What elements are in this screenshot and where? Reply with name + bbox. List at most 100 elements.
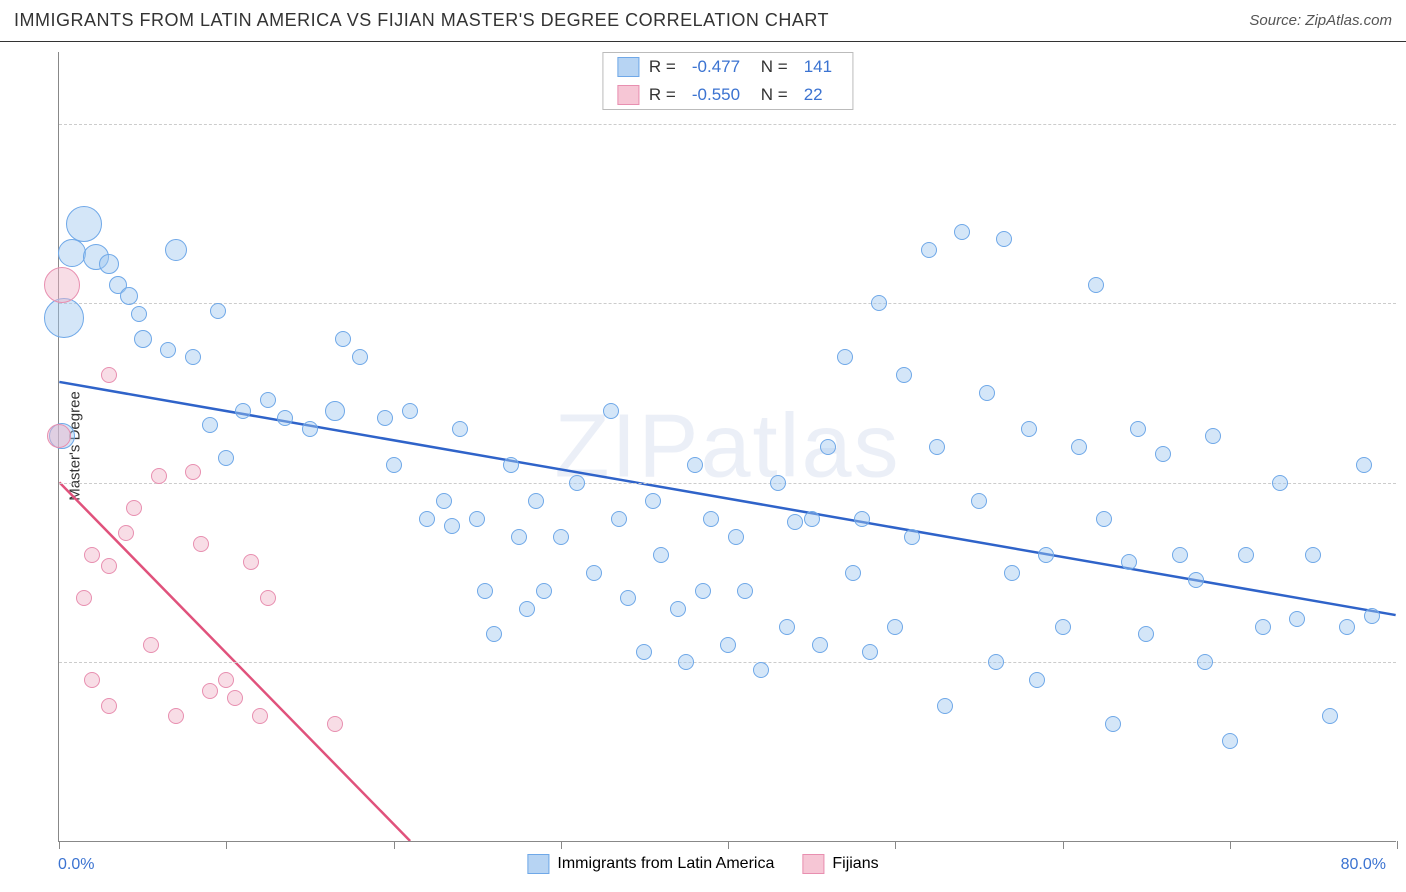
- data-point-latin_america: [503, 457, 519, 473]
- data-point-latin_america: [1272, 475, 1288, 491]
- data-point-latin_america: [486, 626, 502, 642]
- data-point-latin_america: [971, 493, 987, 509]
- data-point-latin_america: [887, 619, 903, 635]
- legend-swatch: [802, 854, 824, 874]
- data-point-latin_america: [1071, 439, 1087, 455]
- data-point-latin_america: [988, 654, 1004, 670]
- data-point-latin_america: [120, 287, 138, 305]
- x-tick: [895, 841, 896, 849]
- data-point-latin_america: [569, 475, 585, 491]
- data-point-latin_america: [553, 529, 569, 545]
- data-point-latin_america: [377, 410, 393, 426]
- data-point-latin_america: [436, 493, 452, 509]
- x-tick: [59, 841, 60, 849]
- data-point-latin_america: [131, 306, 147, 322]
- gridline-horizontal: [59, 662, 1396, 663]
- data-point-latin_america: [929, 439, 945, 455]
- data-point-latin_america: [854, 511, 870, 527]
- data-point-latin_america: [218, 450, 234, 466]
- data-point-latin_america: [1197, 654, 1213, 670]
- data-point-latin_america: [1188, 572, 1204, 588]
- data-point-latin_america: [66, 206, 102, 242]
- data-point-fijians: [101, 698, 117, 714]
- data-point-fijians: [243, 554, 259, 570]
- data-point-latin_america: [921, 242, 937, 258]
- data-point-latin_america: [620, 590, 636, 606]
- data-point-latin_america: [260, 392, 276, 408]
- data-point-fijians: [168, 708, 184, 724]
- r-value: -0.550: [692, 85, 740, 105]
- data-point-latin_america: [720, 637, 736, 653]
- gridline-horizontal: [59, 483, 1396, 484]
- data-point-latin_america: [1038, 547, 1054, 563]
- data-point-latin_america: [954, 224, 970, 240]
- data-point-fijians: [260, 590, 276, 606]
- data-point-fijians: [218, 672, 234, 688]
- data-point-latin_america: [444, 518, 460, 534]
- data-point-latin_america: [1105, 716, 1121, 732]
- data-point-fijians: [101, 558, 117, 574]
- x-tick: [728, 841, 729, 849]
- correlation-chart: IMMIGRANTS FROM LATIN AMERICA VS FIJIAN …: [0, 0, 1406, 892]
- data-point-latin_america: [386, 457, 402, 473]
- data-point-latin_america: [185, 349, 201, 365]
- data-point-latin_america: [1289, 611, 1305, 627]
- data-point-latin_america: [837, 349, 853, 365]
- data-point-latin_america: [737, 583, 753, 599]
- data-point-latin_america: [99, 254, 119, 274]
- data-point-latin_america: [1255, 619, 1271, 635]
- data-point-latin_america: [210, 303, 226, 319]
- data-point-latin_america: [1021, 421, 1037, 437]
- legend-series-item: Fijians: [802, 854, 878, 874]
- data-point-latin_america: [1138, 626, 1154, 642]
- legend-series-label: Fijians: [832, 855, 878, 873]
- data-point-latin_america: [770, 475, 786, 491]
- data-point-latin_america: [695, 583, 711, 599]
- data-point-latin_america: [1356, 457, 1372, 473]
- data-point-latin_america: [511, 529, 527, 545]
- data-point-latin_america: [452, 421, 468, 437]
- data-point-latin_america: [937, 698, 953, 714]
- data-point-latin_america: [402, 403, 418, 419]
- data-point-latin_america: [1130, 421, 1146, 437]
- data-point-latin_america: [603, 403, 619, 419]
- data-point-latin_america: [1364, 608, 1380, 624]
- data-point-latin_america: [896, 367, 912, 383]
- data-point-latin_america: [134, 330, 152, 348]
- data-point-latin_america: [160, 342, 176, 358]
- legend-swatch: [617, 57, 639, 77]
- data-point-latin_america: [1172, 547, 1188, 563]
- data-point-latin_america: [820, 439, 836, 455]
- data-point-latin_america: [469, 511, 485, 527]
- data-point-latin_america: [419, 511, 435, 527]
- data-point-latin_america: [335, 331, 351, 347]
- data-point-fijians: [84, 547, 100, 563]
- data-point-fijians: [327, 716, 343, 732]
- legend-swatch: [617, 85, 639, 105]
- legend-series-item: Immigrants from Latin America: [527, 854, 774, 874]
- x-tick: [226, 841, 227, 849]
- data-point-latin_america: [979, 385, 995, 401]
- data-point-fijians: [202, 683, 218, 699]
- n-label: N =: [756, 57, 788, 77]
- correlation-legend: R =-0.477 N =141R =-0.550 N =22: [602, 52, 853, 110]
- data-point-latin_america: [1121, 554, 1137, 570]
- data-point-latin_america: [44, 298, 84, 338]
- data-point-latin_america: [687, 457, 703, 473]
- data-point-fijians: [84, 672, 100, 688]
- x-tick: [1397, 841, 1398, 849]
- data-point-latin_america: [804, 511, 820, 527]
- data-point-latin_america: [277, 410, 293, 426]
- data-point-latin_america: [477, 583, 493, 599]
- x-axis-min-label: 0.0%: [58, 856, 94, 874]
- data-point-latin_america: [1322, 708, 1338, 724]
- data-point-fijians: [101, 367, 117, 383]
- data-point-latin_america: [536, 583, 552, 599]
- data-point-fijians: [252, 708, 268, 724]
- data-point-latin_america: [302, 421, 318, 437]
- x-tick: [1230, 841, 1231, 849]
- data-point-latin_america: [753, 662, 769, 678]
- data-point-latin_america: [528, 493, 544, 509]
- r-label: R =: [649, 57, 676, 77]
- gridline-horizontal: [59, 124, 1396, 125]
